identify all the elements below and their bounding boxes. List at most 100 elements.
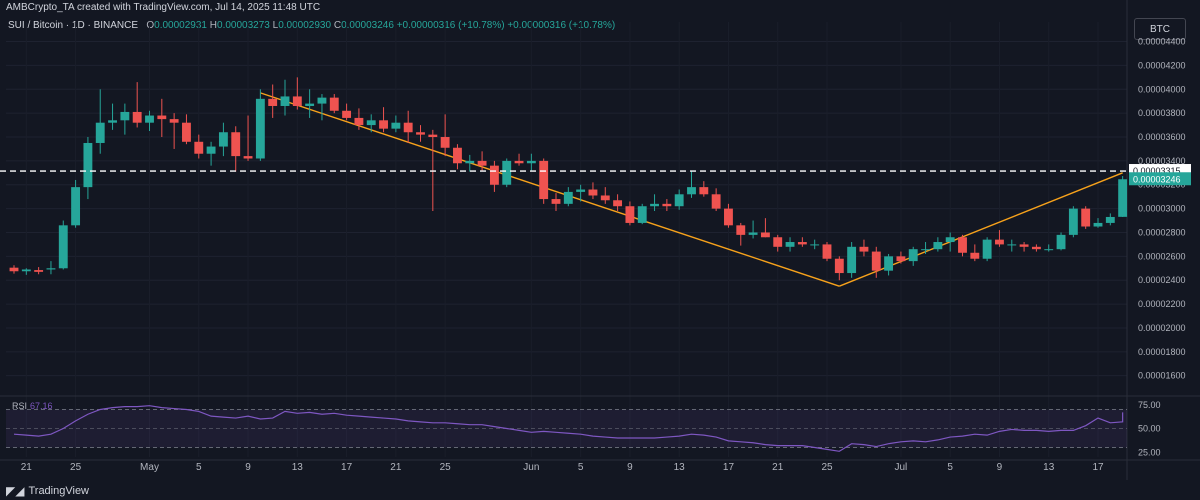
time-tick-label: 9 [997, 462, 1003, 473]
candle-body [453, 147, 462, 164]
candle-body [1093, 222, 1103, 227]
open-label: O [146, 20, 155, 31]
rsi-pane: RSI 67.16 [6, 401, 1127, 452]
candle-body [687, 187, 696, 195]
candle-body [970, 252, 980, 259]
candle-body [157, 115, 167, 120]
candle-body [748, 232, 758, 235]
candle-up [884, 253, 894, 276]
candle-body [1031, 246, 1041, 250]
candle-down [231, 126, 241, 172]
candle-down [995, 230, 1004, 247]
time-tick-label: May [140, 462, 159, 473]
candle-down [268, 84, 278, 118]
candle-body [625, 206, 635, 223]
tradingview-logo[interactable]: ◤◢ TradingView [6, 484, 89, 498]
candle-body [539, 160, 549, 200]
price-tick-label: 0.00002800 [1138, 227, 1186, 237]
candle-body [588, 189, 598, 196]
candle-body [292, 96, 302, 106]
candle-up [921, 242, 930, 254]
candle-down [958, 234, 967, 257]
candle-down [379, 107, 388, 133]
time-tick-label: 25 [821, 462, 833, 473]
time-axis: 21 25 May 5 9 13 17 21 25 Jun 5 9 13 17 21 25 Jul 5 9 13 17 [21, 462, 1104, 473]
candle-up [1118, 176, 1128, 217]
candle-body [785, 242, 795, 247]
price-tick-label: 0.00003000 [1138, 204, 1186, 214]
candle-body [145, 115, 154, 123]
candle-body [662, 203, 672, 207]
candle-down [822, 242, 832, 262]
currency-selector-button[interactable]: BTC [1134, 18, 1186, 40]
candle-up [391, 115, 401, 133]
candle-body [822, 244, 832, 259]
candle-body [354, 117, 364, 126]
candle-body [736, 225, 746, 235]
time-tick-label: 21 [21, 462, 33, 473]
candle-up [847, 242, 857, 278]
candle-body [526, 160, 536, 164]
candle-down [243, 115, 253, 161]
candle-body [206, 146, 216, 154]
close-value: 0.00003246 [341, 20, 394, 31]
candle-body [797, 242, 807, 245]
candle-up [145, 110, 154, 132]
rsi-tick-label: 25.00 [1138, 447, 1161, 457]
candle-down [157, 98, 167, 138]
candle-up [810, 239, 820, 250]
candle-up [305, 89, 315, 118]
price-tick-label: 0.00001800 [1138, 347, 1186, 357]
price-tick-label: 0.00003800 [1138, 108, 1186, 118]
candle-up [83, 137, 93, 200]
rsi-line [13, 405, 1124, 452]
candle-up [637, 203, 647, 225]
time-tick-label: 21 [390, 462, 402, 473]
candle-body [1044, 249, 1054, 251]
time-tick-label: 9 [245, 462, 251, 473]
candle-body [108, 120, 117, 123]
candle-down [1081, 206, 1091, 229]
candle-body [810, 244, 820, 246]
price-tick-label: 0.00004200 [1138, 60, 1186, 70]
candle-body [218, 132, 228, 147]
time-tick-label: 13 [292, 462, 304, 473]
candle-body [95, 122, 105, 143]
candle-body [600, 195, 610, 201]
candle-body [514, 160, 524, 164]
candle-up [21, 268, 31, 275]
candle-up [1093, 218, 1103, 228]
close-label: C [333, 20, 342, 31]
candle-up [71, 179, 81, 228]
price-tick-label: 0.00001600 [1138, 371, 1186, 381]
candle-up [46, 261, 56, 275]
symbol-legend: SUI / Bitcoin · 1D · BINANCE O0.00002931… [8, 20, 615, 31]
time-tick-label: 21 [772, 462, 784, 473]
candle-body [637, 206, 647, 223]
candle-down [292, 77, 302, 110]
candle-up [650, 194, 659, 211]
candle-down [194, 134, 204, 159]
candle-body [674, 194, 684, 207]
price-tick-label: 0.00002000 [1138, 323, 1186, 333]
candle-body [391, 122, 401, 129]
candle-down [9, 265, 19, 274]
candle-up [255, 89, 265, 161]
trendline [839, 172, 1123, 287]
candle-body [773, 237, 783, 247]
candle-up [945, 232, 955, 252]
candle-up [317, 94, 327, 121]
candle-down [453, 144, 462, 170]
candle-body [1068, 208, 1078, 235]
candle-down [403, 110, 413, 143]
candle-down [613, 194, 623, 211]
candle-body [132, 111, 142, 123]
candle-down [354, 108, 364, 130]
candle-up [1056, 232, 1066, 251]
candle-body [268, 98, 278, 106]
candle-up [933, 237, 943, 252]
candle-down [871, 246, 881, 278]
tradingview-brand-text: TradingView [28, 485, 90, 497]
resistance-price-label: 0.00003315 [1133, 166, 1181, 176]
